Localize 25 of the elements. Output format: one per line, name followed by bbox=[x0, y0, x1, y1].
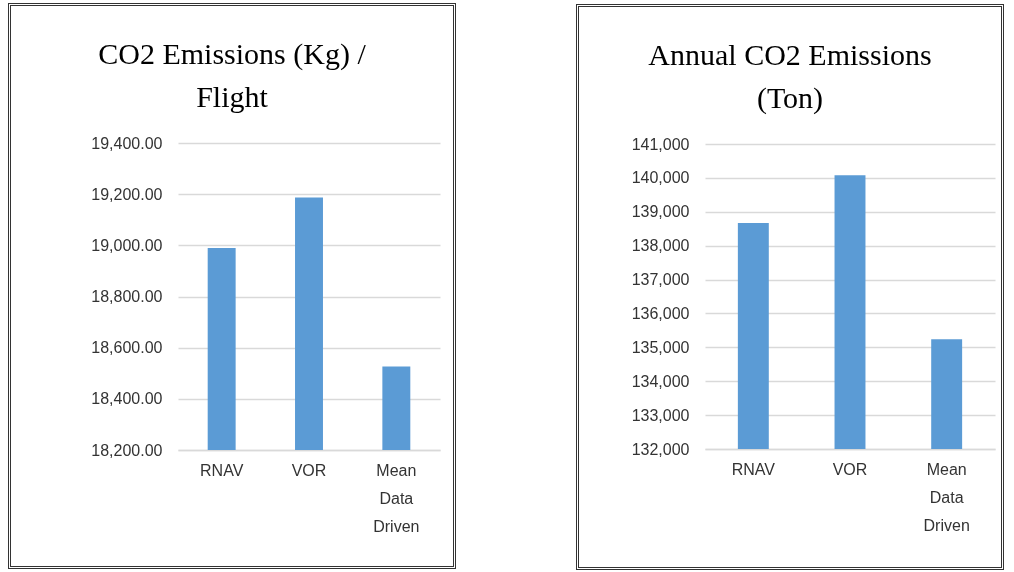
y-tick-label: 132,000 bbox=[631, 440, 690, 458]
y-tick-label: 141,000 bbox=[631, 135, 690, 153]
y-tick-label: 138,000 bbox=[631, 237, 690, 255]
x-tick-label: VOR bbox=[832, 460, 868, 478]
y-tick-label: 18,200.00 bbox=[91, 441, 163, 459]
x-tick-label: Mean Data Driven bbox=[923, 460, 970, 534]
y-tick-label: 135,000 bbox=[631, 338, 690, 356]
y-tick-label: 19,400.00 bbox=[91, 134, 163, 152]
y-tick-label: 18,800.00 bbox=[91, 288, 163, 305]
x-tick-label: Mean Data Driven bbox=[373, 461, 420, 535]
y-tick-label: 19,000.00 bbox=[91, 236, 163, 254]
y-tick-label: 137,000 bbox=[631, 271, 690, 289]
chart-title: Annual CO2 Emissions (Ton) bbox=[648, 38, 932, 115]
x-tick-label: RNAV bbox=[731, 460, 776, 478]
y-tick-label: 133,000 bbox=[631, 406, 690, 424]
y-tick-label: 140,000 bbox=[631, 169, 690, 187]
y-tick-label: 19,200.00 bbox=[91, 185, 163, 203]
y-tick-label: 18,400.00 bbox=[91, 390, 163, 408]
y-tick-label: 139,000 bbox=[631, 203, 690, 221]
y-tick-label: 134,000 bbox=[631, 372, 690, 390]
x-tick-label: RNAV bbox=[200, 461, 244, 479]
y-tick-label: 18,600.00 bbox=[91, 339, 163, 357]
x-tick-label: VOR bbox=[291, 461, 327, 479]
y-tick-label: 136,000 bbox=[631, 304, 690, 322]
chart-title: CO2 Emissions (Kg) / Flight bbox=[98, 37, 367, 113]
